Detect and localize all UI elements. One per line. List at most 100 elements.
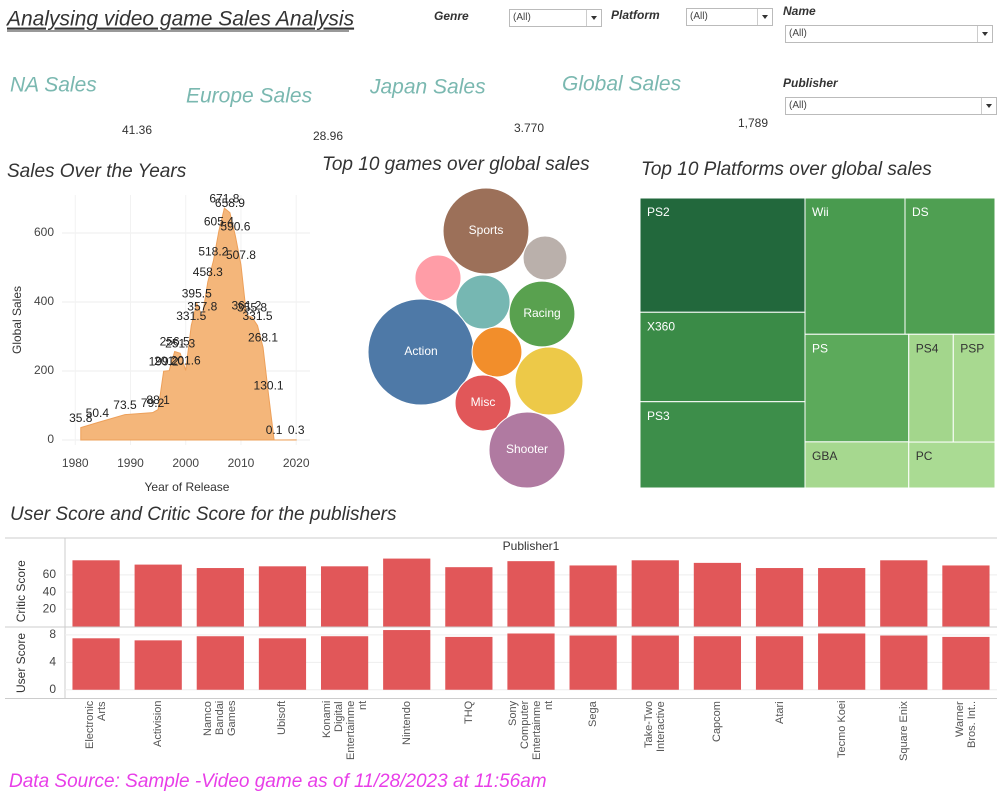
- bubble: [514, 346, 584, 416]
- publisher-name: Warner Bros. Int..: [953, 701, 978, 749]
- x-tick-label: Square Enix: [873, 701, 935, 765]
- footer: Data Source: Sample -Video game as of 11…: [9, 771, 547, 792]
- bar: [258, 566, 307, 627]
- dropdown-value: (All): [789, 28, 807, 39]
- publisher-name: Electronic Arts: [84, 701, 109, 750]
- publisher-dropdown[interactable]: (All): [785, 97, 997, 115]
- x-header: Publisher1: [503, 539, 560, 553]
- bar: [196, 636, 244, 690]
- x-tick-label: 2020: [283, 456, 310, 470]
- bar: [755, 568, 804, 627]
- treemap-cell: [804, 197, 906, 335]
- data-label: 605.4: [204, 214, 234, 228]
- y-tick-label: 20: [43, 601, 57, 615]
- treemap-label: DS: [912, 205, 929, 219]
- bar: [72, 560, 120, 627]
- bubble: [508, 280, 576, 348]
- bar: [196, 568, 244, 627]
- y-tick-label: 4: [49, 654, 56, 668]
- x-tick-label: 2000: [172, 456, 199, 470]
- bubble: [454, 374, 512, 432]
- filter-label: Genre: [434, 9, 469, 23]
- publisher-name: Nintendo: [400, 701, 413, 746]
- x-tick-label: Tecmo Koei: [811, 701, 873, 765]
- publisher-name: Namco Bandai Games: [202, 701, 239, 737]
- treemap-cell: [908, 333, 954, 443]
- treemap-cell: [804, 441, 910, 489]
- y-tick-label: 200: [34, 363, 54, 377]
- x-tick-label: 2010: [228, 456, 255, 470]
- bar: [631, 560, 679, 627]
- data-label: 201.0: [154, 354, 184, 368]
- bar: [631, 635, 679, 690]
- publisher-name: Sega: [587, 701, 600, 727]
- x-tick-label: Take-Two Interactive: [624, 701, 686, 765]
- data-label: 331.5: [176, 309, 206, 323]
- data-label: 518.2: [198, 244, 228, 258]
- dropdown-value: (All): [513, 12, 531, 23]
- bar: [569, 565, 617, 627]
- bar: [818, 633, 866, 690]
- bubble: [522, 235, 568, 281]
- filter-label: Platform: [611, 8, 660, 22]
- y-tick-label: 0: [49, 682, 56, 696]
- bar: [445, 567, 493, 627]
- x-tick-label: 1980: [62, 456, 89, 470]
- bar: [880, 560, 928, 627]
- bar: [134, 564, 182, 627]
- bubble: [455, 274, 511, 330]
- area: [80, 207, 297, 441]
- filter-label: Publisher: [783, 76, 839, 90]
- kpi-label: Japan Sales: [369, 76, 486, 99]
- bar: [383, 630, 431, 690]
- treemap-label: X360: [647, 319, 675, 333]
- bar: [507, 633, 555, 690]
- publisher-name: Sony Computer Entertainment: [506, 701, 555, 761]
- chart-title: Top 10 games over global sales: [322, 154, 590, 175]
- x-tick-label: Ubisoft: [251, 701, 313, 765]
- x-tick-label: Activision: [127, 701, 189, 765]
- publisher-name: THQ: [462, 701, 475, 725]
- treemap-label: GBA: [812, 449, 837, 463]
- data-label: 355.8: [237, 300, 267, 314]
- data-label: 0.3: [288, 423, 305, 437]
- data-label: 256.5: [160, 335, 190, 349]
- publisher-name: Square Enix: [897, 701, 910, 761]
- bubble-label: Racing: [523, 306, 560, 320]
- treemap-label: PS2: [647, 205, 670, 219]
- filter-label: Name: [783, 4, 816, 18]
- kpi-label: NA Sales: [10, 74, 97, 97]
- bubble: [442, 187, 530, 275]
- platform-dropdown[interactable]: (All): [686, 8, 773, 26]
- x-tick-label: Konami Digital Entertainment: [314, 701, 376, 765]
- treemap-cell: [639, 401, 806, 489]
- chart-title: Sales Over the Years: [7, 161, 187, 182]
- kpi-value: 3.770: [514, 121, 544, 135]
- bubble-label: Action: [404, 344, 437, 358]
- genre-dropdown[interactable]: (All): [509, 9, 602, 27]
- data-label: 590.6: [220, 219, 250, 233]
- bar: [942, 565, 990, 627]
- bar: [445, 636, 493, 690]
- treemap-cell: [804, 333, 910, 443]
- y-tick-label: 60: [43, 567, 57, 581]
- x-tick-label: THQ: [438, 701, 500, 765]
- data-label: 658.9: [215, 196, 245, 210]
- kpi-label: Europe Sales: [186, 85, 313, 108]
- y-axis-title: Global Sales: [10, 286, 24, 354]
- kpi-value: 1,789: [738, 116, 768, 130]
- treemap-label: PS: [812, 341, 828, 355]
- data-label: 79.2: [141, 396, 165, 410]
- dropdown-value: (All): [690, 11, 708, 22]
- dropdown-value: (All): [789, 100, 807, 111]
- bar: [134, 640, 182, 690]
- chart-title: Top 10 Platforms over global sales: [641, 159, 932, 180]
- bar: [569, 635, 617, 690]
- x-tick-label: Warner Bros. Int..: [935, 701, 997, 765]
- data-label: 35.8: [69, 411, 93, 425]
- name-dropdown[interactable]: (All): [785, 25, 993, 43]
- y-tick-label: 8: [49, 627, 56, 641]
- data-label: 88.1: [146, 393, 170, 407]
- treemap-label: PS4: [916, 341, 939, 355]
